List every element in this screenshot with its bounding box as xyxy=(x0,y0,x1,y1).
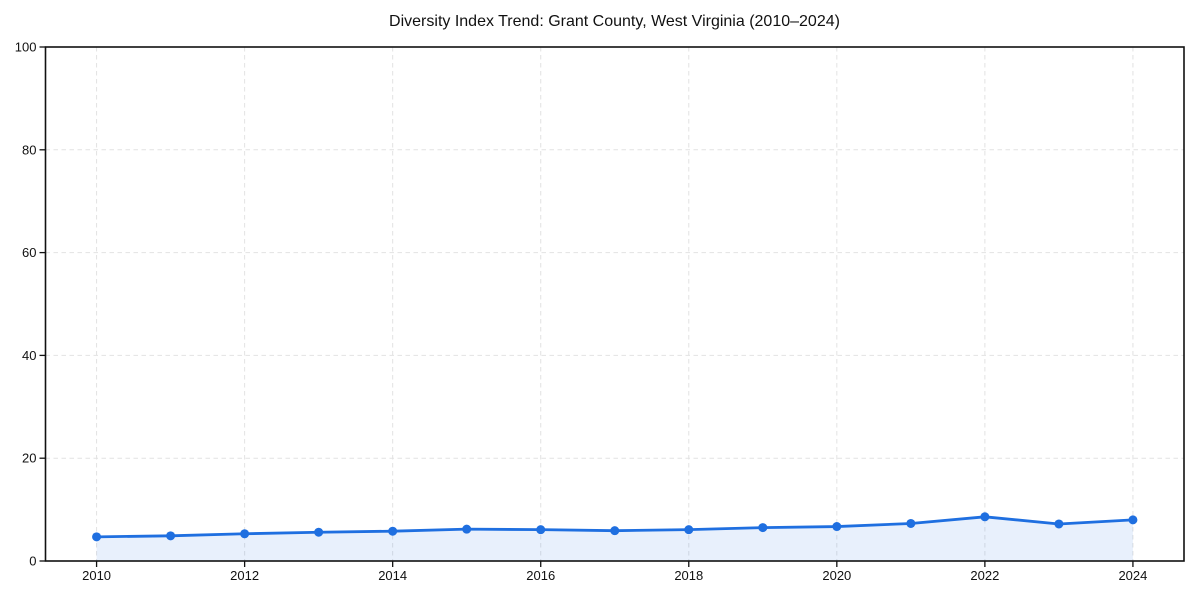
data-point-2018 xyxy=(684,525,694,535)
data-point-2022 xyxy=(980,512,990,522)
data-point-2012 xyxy=(240,529,250,539)
data-point-2010 xyxy=(92,532,102,542)
chart-title: Diversity Index Trend: Grant County, Wes… xyxy=(389,13,840,30)
plot-border xyxy=(44,46,1185,562)
x-axis-tick-label-2010: 2010 xyxy=(82,568,111,583)
data-point-2016 xyxy=(536,525,546,535)
data-point-2020 xyxy=(832,522,842,532)
data-point-2011 xyxy=(166,531,176,541)
x-axis-tick-label-2012: 2012 xyxy=(230,568,259,583)
x-axis-tick-label-2022: 2022 xyxy=(970,568,999,583)
y-axis-tick-label-0: 0 xyxy=(29,554,36,569)
data-point-2023 xyxy=(1054,519,1064,529)
x-axis-tick-label-2018: 2018 xyxy=(674,568,703,583)
y-axis-tick-label-20: 20 xyxy=(22,451,36,466)
y-axis-tick-label-100: 100 xyxy=(15,40,37,55)
data-point-2024 xyxy=(1128,515,1138,525)
data-point-2021 xyxy=(906,518,916,528)
y-axis-tick-label-80: 80 xyxy=(22,142,36,157)
area-fill xyxy=(96,516,1133,561)
data-point-2014 xyxy=(388,526,398,536)
data-point-2019 xyxy=(758,523,768,533)
x-axis-tick-label-2024: 2024 xyxy=(1118,568,1147,583)
data-point-2017 xyxy=(610,526,620,536)
x-axis-tick-label-2020: 2020 xyxy=(822,568,851,583)
x-axis-tick-label-2014: 2014 xyxy=(378,568,407,583)
x-axis-tick-label-2016: 2016 xyxy=(526,568,555,583)
y-axis-tick-label-60: 60 xyxy=(22,245,36,260)
y-axis-tick-label-40: 40 xyxy=(22,348,36,363)
data-point-2013 xyxy=(314,527,324,537)
data-point-2015 xyxy=(462,524,472,534)
